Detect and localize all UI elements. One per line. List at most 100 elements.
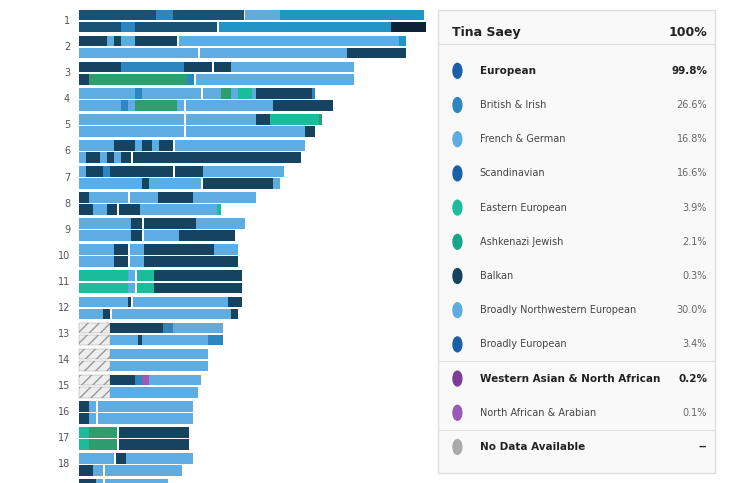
Bar	[110, 166, 174, 177]
Bar	[79, 479, 96, 483]
Bar	[128, 100, 135, 111]
Text: European: European	[480, 66, 536, 76]
Bar	[79, 100, 121, 111]
Text: 100%: 100%	[669, 26, 707, 39]
Bar	[118, 204, 119, 215]
Bar	[184, 114, 185, 125]
Text: 16.6%: 16.6%	[677, 169, 707, 178]
Bar	[79, 335, 110, 345]
Bar	[79, 349, 110, 359]
Bar	[149, 178, 201, 189]
Bar	[121, 100, 128, 111]
Bar	[399, 36, 407, 46]
Bar	[119, 204, 140, 215]
Bar	[107, 204, 118, 215]
Bar	[79, 36, 107, 46]
Bar	[142, 230, 144, 241]
Text: 2.1%: 2.1%	[683, 237, 707, 247]
Bar	[135, 375, 142, 385]
Circle shape	[453, 371, 462, 386]
Text: 6: 6	[64, 146, 70, 156]
Bar	[280, 10, 424, 20]
Bar	[179, 230, 235, 241]
Bar	[185, 126, 305, 137]
Bar	[79, 22, 121, 32]
Bar	[79, 48, 198, 58]
Bar	[79, 270, 128, 281]
Bar	[212, 62, 214, 72]
Bar	[135, 100, 177, 111]
Bar	[218, 204, 220, 215]
Bar	[133, 297, 228, 307]
Text: 3: 3	[64, 68, 70, 78]
Text: Broadly Northwestern European: Broadly Northwestern European	[480, 305, 636, 315]
Bar	[194, 74, 196, 85]
Bar	[110, 375, 135, 385]
Text: British & Irish: British & Irish	[480, 100, 546, 110]
Bar	[96, 413, 98, 424]
Bar	[131, 152, 133, 163]
Bar	[89, 401, 96, 412]
Bar	[121, 152, 131, 163]
Bar	[312, 88, 315, 99]
Text: Tina Saey: Tina Saey	[452, 26, 520, 39]
Bar	[79, 427, 89, 438]
Text: Broadly European: Broadly European	[480, 340, 566, 349]
Bar	[128, 270, 135, 281]
Bar	[245, 10, 280, 20]
Bar	[156, 10, 174, 20]
Bar	[135, 22, 218, 32]
Text: 16: 16	[58, 407, 70, 417]
Bar	[135, 88, 142, 99]
Bar	[214, 244, 238, 255]
Bar	[118, 427, 119, 438]
Circle shape	[453, 303, 462, 318]
Bar	[128, 283, 135, 293]
Bar	[137, 270, 154, 281]
Text: 3.9%: 3.9%	[683, 202, 707, 213]
Bar	[79, 178, 142, 189]
Bar	[144, 256, 238, 267]
Text: Western Asian & North African: Western Asian & North African	[480, 373, 660, 384]
Text: Eastern European: Eastern European	[480, 202, 566, 213]
Bar	[89, 192, 128, 203]
Bar	[188, 74, 194, 85]
Bar	[79, 361, 110, 371]
Bar	[203, 166, 284, 177]
Bar	[79, 323, 110, 333]
Bar	[79, 465, 93, 476]
Bar	[273, 178, 280, 189]
Bar	[177, 36, 179, 46]
Bar	[79, 204, 93, 215]
Bar	[79, 439, 89, 450]
Text: 13: 13	[58, 329, 70, 339]
Circle shape	[453, 269, 462, 284]
Text: 5: 5	[64, 120, 70, 130]
Bar	[305, 126, 315, 137]
Text: 0.1%: 0.1%	[683, 408, 707, 418]
Bar	[79, 375, 110, 385]
Bar	[79, 283, 128, 293]
Text: 8: 8	[64, 199, 70, 209]
Bar	[177, 100, 184, 111]
Bar	[128, 244, 130, 255]
Circle shape	[453, 405, 462, 420]
Bar	[255, 114, 270, 125]
Bar	[79, 166, 86, 177]
Text: Ashkenazi Jewish: Ashkenazi Jewish	[480, 237, 563, 247]
Bar	[231, 309, 238, 319]
Text: 16.8%: 16.8%	[677, 134, 707, 144]
Circle shape	[453, 98, 462, 113]
Bar	[79, 453, 114, 464]
Text: 2: 2	[64, 42, 70, 52]
Bar	[175, 140, 305, 151]
Bar	[174, 10, 244, 20]
Bar	[79, 10, 156, 20]
Bar	[201, 178, 203, 189]
Bar	[126, 453, 193, 464]
Text: No Data Available: No Data Available	[480, 442, 585, 452]
Bar	[131, 230, 142, 241]
Circle shape	[453, 132, 462, 147]
Text: French & German: French & German	[480, 134, 565, 144]
Bar	[142, 178, 149, 189]
